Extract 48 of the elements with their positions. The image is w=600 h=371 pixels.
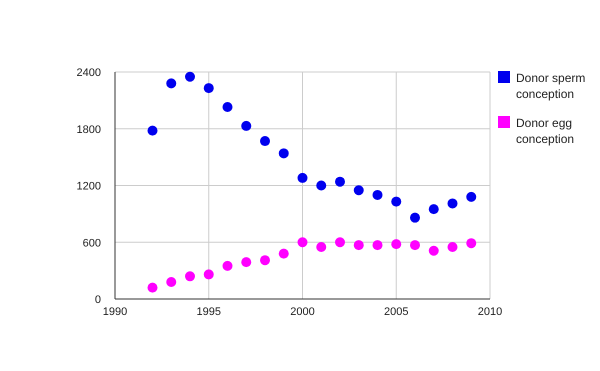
point bbox=[466, 192, 476, 202]
point bbox=[298, 237, 308, 248]
point bbox=[335, 176, 345, 187]
point bbox=[222, 260, 232, 271]
point bbox=[260, 255, 270, 266]
point bbox=[222, 102, 232, 112]
point bbox=[466, 238, 476, 248]
x-tick-label: 1995 bbox=[196, 306, 221, 318]
point bbox=[204, 269, 214, 280]
y-tick-label: 2400 bbox=[76, 67, 101, 79]
x-tick-label: 2010 bbox=[478, 306, 502, 318]
point bbox=[260, 136, 270, 146]
point bbox=[148, 282, 158, 293]
point bbox=[241, 120, 252, 131]
point bbox=[166, 78, 176, 88]
point bbox=[204, 83, 214, 94]
y-tick-label: 600 bbox=[82, 237, 101, 250]
point bbox=[448, 242, 458, 252]
point bbox=[316, 180, 326, 190]
point bbox=[372, 190, 382, 200]
x-tick-label: 2000 bbox=[290, 306, 315, 318]
legend-label: Donor egg conception bbox=[516, 116, 574, 146]
point bbox=[391, 239, 402, 250]
y-tick-label: 1800 bbox=[76, 124, 101, 136]
point bbox=[428, 246, 439, 256]
point bbox=[316, 242, 326, 252]
y-tick-label: 1200 bbox=[76, 180, 101, 192]
point bbox=[448, 198, 458, 208]
point bbox=[185, 271, 195, 282]
point bbox=[428, 204, 439, 214]
point bbox=[354, 185, 364, 196]
point bbox=[278, 148, 289, 158]
y-tick-label: 0 bbox=[94, 294, 101, 306]
point bbox=[335, 237, 345, 248]
point bbox=[185, 72, 195, 82]
point bbox=[148, 126, 158, 136]
x-tick-label: 1990 bbox=[102, 306, 128, 318]
point bbox=[391, 196, 402, 207]
point bbox=[241, 257, 252, 268]
point bbox=[354, 240, 364, 250]
legend-label: Donor sperm conception bbox=[516, 71, 586, 101]
point bbox=[298, 172, 308, 183]
point bbox=[372, 240, 382, 250]
point bbox=[410, 240, 420, 250]
x-tick-label: 2005 bbox=[384, 306, 408, 318]
point bbox=[166, 276, 176, 287]
point bbox=[278, 248, 289, 259]
point bbox=[410, 212, 420, 223]
